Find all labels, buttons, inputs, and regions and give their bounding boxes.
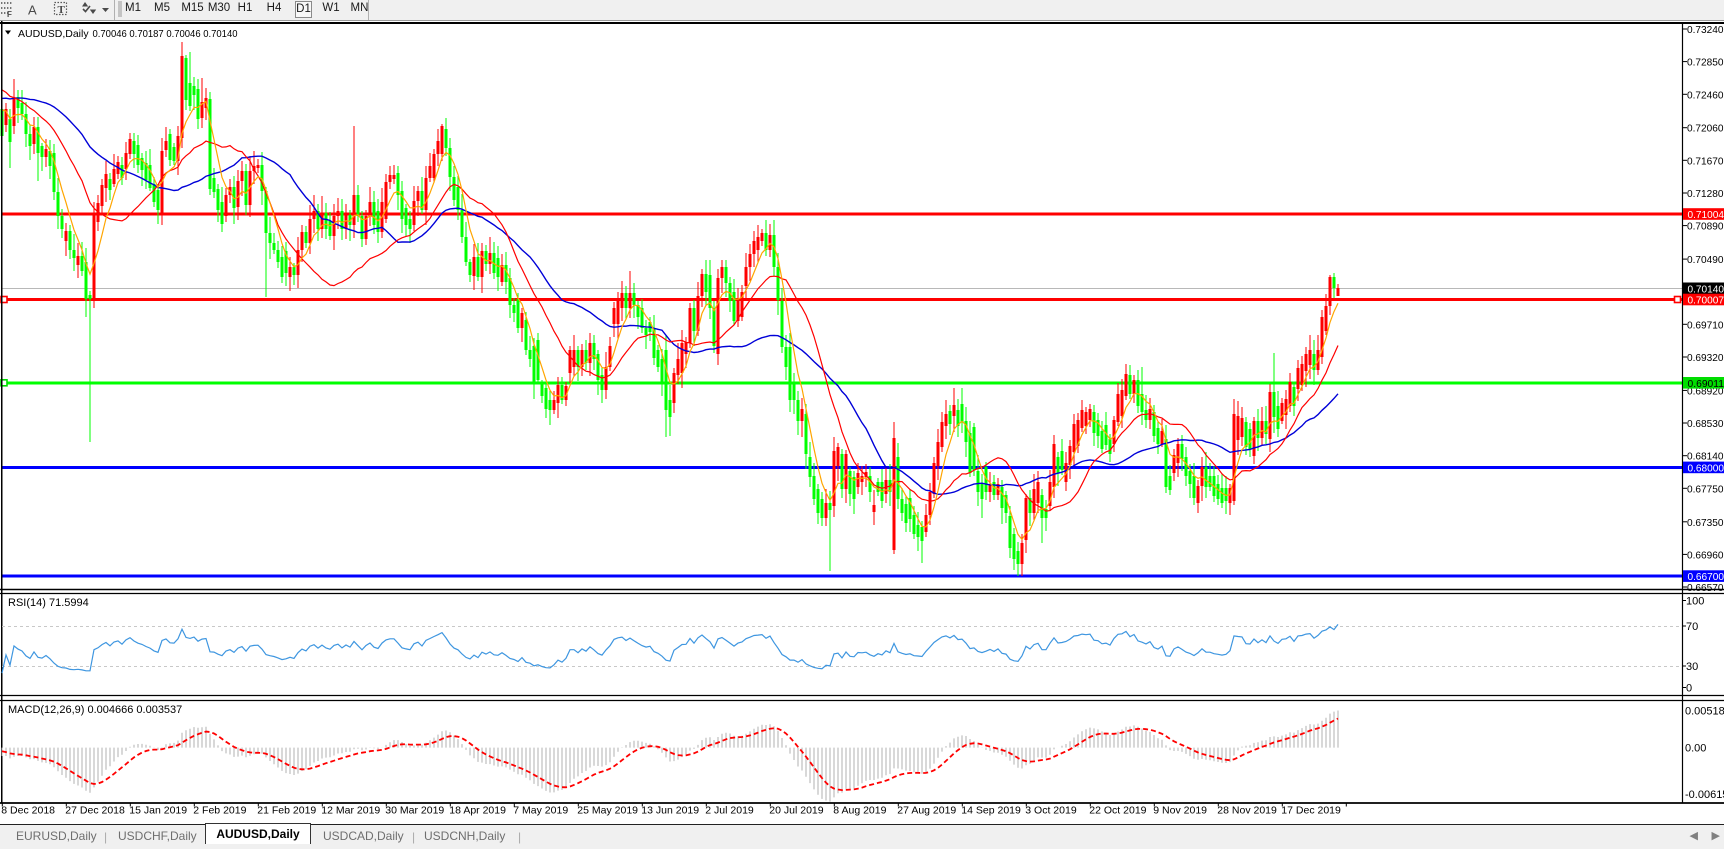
svg-text:27 Aug 2019: 27 Aug 2019 xyxy=(897,805,956,817)
svg-text:A: A xyxy=(28,3,37,18)
svg-text:0.69320: 0.69320 xyxy=(1687,352,1724,364)
svg-text:12 Mar 2019: 12 Mar 2019 xyxy=(321,805,380,817)
svg-text:100: 100 xyxy=(1686,596,1704,608)
svg-text:27 Dec 2018: 27 Dec 2018 xyxy=(65,805,125,817)
svg-text:15 Jan 2019: 15 Jan 2019 xyxy=(129,805,187,817)
svg-text:22 Oct 2019: 22 Oct 2019 xyxy=(1089,805,1146,817)
svg-text:0.71670: 0.71670 xyxy=(1687,155,1724,167)
svg-text:0.68000: 0.68000 xyxy=(1688,462,1724,474)
svg-text:28 Nov 2019: 28 Nov 2019 xyxy=(1217,805,1277,817)
svg-text:0.73240: 0.73240 xyxy=(1687,24,1724,36)
svg-text:0.71004: 0.71004 xyxy=(1688,209,1724,221)
svg-text:0.70490: 0.70490 xyxy=(1687,254,1724,266)
svg-text:25 May 2019: 25 May 2019 xyxy=(577,805,638,817)
svg-text:7 May 2019: 7 May 2019 xyxy=(513,805,568,817)
svg-text:0.72460: 0.72460 xyxy=(1687,89,1724,101)
svg-text:MACD(12,26,9) 0.004666 0.00353: MACD(12,26,9) 0.004666 0.003537 xyxy=(8,704,182,716)
svg-text:8 Aug 2019: 8 Aug 2019 xyxy=(833,805,886,817)
svg-text:0.005181: 0.005181 xyxy=(1685,705,1724,717)
svg-text:18 Apr 2019: 18 Apr 2019 xyxy=(449,805,506,817)
svg-text:2 Feb 2019: 2 Feb 2019 xyxy=(193,805,246,817)
svg-text:3 Oct 2019: 3 Oct 2019 xyxy=(1025,805,1077,817)
svg-text:0.71280: 0.71280 xyxy=(1687,188,1724,200)
svg-text:70: 70 xyxy=(1686,621,1698,633)
svg-text:0.68140: 0.68140 xyxy=(1687,451,1724,463)
svg-text:0.72850: 0.72850 xyxy=(1687,57,1724,69)
svg-text:2 Jul 2019: 2 Jul 2019 xyxy=(705,805,754,817)
svg-text:0.68530: 0.68530 xyxy=(1687,418,1724,430)
svg-text:21 Feb 2019: 21 Feb 2019 xyxy=(257,805,316,817)
svg-text:0.70046 0.70187 0.70046 0.7014: 0.70046 0.70187 0.70046 0.70140 xyxy=(93,28,238,40)
svg-text:13 Jun 2019: 13 Jun 2019 xyxy=(641,805,699,817)
svg-text:0.70007: 0.70007 xyxy=(1688,295,1724,307)
svg-text:0.70140: 0.70140 xyxy=(1688,283,1724,295)
svg-text:0: 0 xyxy=(1686,683,1692,695)
svg-text:AUDUSD,Daily: AUDUSD,Daily xyxy=(18,28,89,40)
svg-text:T: T xyxy=(58,4,66,16)
svg-text:17 Dec 2019: 17 Dec 2019 xyxy=(1281,805,1341,817)
svg-text:20 Jul 2019: 20 Jul 2019 xyxy=(769,805,823,817)
svg-text:0.72060: 0.72060 xyxy=(1687,123,1724,135)
svg-text:30: 30 xyxy=(1686,661,1698,673)
svg-text:0.69011: 0.69011 xyxy=(1688,378,1724,390)
svg-text:0.70890: 0.70890 xyxy=(1687,221,1724,233)
svg-text:14 Sep 2019: 14 Sep 2019 xyxy=(961,805,1021,817)
svg-text:30 Mar 2019: 30 Mar 2019 xyxy=(385,805,444,817)
svg-text:0.69710: 0.69710 xyxy=(1687,319,1724,331)
svg-text:0.66960: 0.66960 xyxy=(1687,549,1724,561)
svg-text:9 Nov 2019: 9 Nov 2019 xyxy=(1153,805,1207,817)
svg-text:0.00: 0.00 xyxy=(1685,743,1706,755)
svg-text:-0.006153: -0.006153 xyxy=(1685,789,1724,801)
svg-text:F: F xyxy=(7,10,12,19)
svg-text:0.66700: 0.66700 xyxy=(1688,571,1724,583)
svg-text:8 Dec 2018: 8 Dec 2018 xyxy=(1,805,55,817)
svg-text:RSI(14) 71.5994: RSI(14) 71.5994 xyxy=(8,597,89,609)
svg-text:0.66570: 0.66570 xyxy=(1687,582,1724,594)
svg-text:0.67750: 0.67750 xyxy=(1687,483,1724,495)
svg-text:0.67350: 0.67350 xyxy=(1687,517,1724,529)
